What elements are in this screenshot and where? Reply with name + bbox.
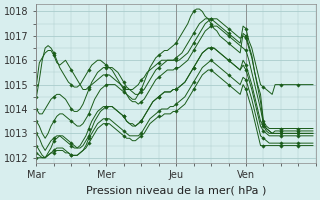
X-axis label: Pression niveau de la mer( hPa ): Pression niveau de la mer( hPa ) bbox=[86, 186, 266, 196]
